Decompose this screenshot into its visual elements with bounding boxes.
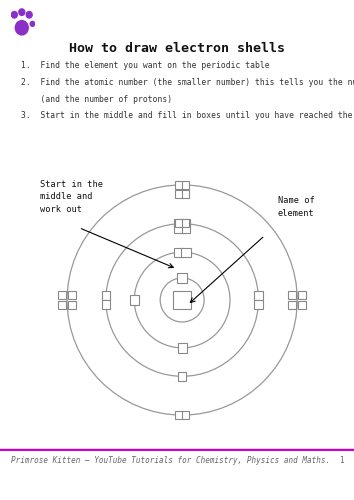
FancyBboxPatch shape	[182, 411, 189, 419]
FancyBboxPatch shape	[174, 224, 183, 232]
FancyBboxPatch shape	[182, 219, 189, 227]
FancyBboxPatch shape	[298, 292, 306, 299]
FancyBboxPatch shape	[58, 301, 66, 308]
FancyBboxPatch shape	[182, 220, 190, 228]
FancyBboxPatch shape	[182, 190, 189, 198]
FancyBboxPatch shape	[175, 181, 183, 189]
Text: Primrose Kitten – YouTube Tutorials for Chemistry, Physics and Maths.: Primrose Kitten – YouTube Tutorials for …	[11, 456, 330, 465]
FancyBboxPatch shape	[289, 301, 296, 308]
FancyBboxPatch shape	[173, 248, 183, 257]
Text: Start in the
middle and
work out: Start in the middle and work out	[40, 180, 103, 214]
FancyBboxPatch shape	[298, 301, 306, 308]
FancyBboxPatch shape	[175, 219, 183, 227]
FancyBboxPatch shape	[182, 248, 191, 257]
FancyBboxPatch shape	[182, 181, 189, 189]
Text: 2.  Find the atomic number (the smaller number) this tells you the number of ele: 2. Find the atomic number (the smaller n…	[21, 78, 354, 87]
FancyBboxPatch shape	[182, 224, 190, 232]
FancyBboxPatch shape	[289, 292, 296, 299]
Ellipse shape	[30, 22, 35, 26]
FancyBboxPatch shape	[102, 291, 110, 300]
FancyBboxPatch shape	[68, 301, 76, 308]
Text: 1.  Find the element you want on the periodic table: 1. Find the element you want on the peri…	[21, 62, 270, 70]
FancyBboxPatch shape	[254, 300, 263, 309]
Ellipse shape	[19, 9, 25, 16]
Text: 1: 1	[339, 456, 343, 465]
FancyBboxPatch shape	[174, 220, 183, 228]
FancyBboxPatch shape	[175, 190, 183, 198]
FancyBboxPatch shape	[130, 296, 139, 304]
FancyBboxPatch shape	[254, 291, 263, 300]
Ellipse shape	[26, 12, 32, 18]
FancyBboxPatch shape	[68, 292, 76, 299]
Text: (and the number of protons): (and the number of protons)	[21, 94, 172, 104]
FancyBboxPatch shape	[102, 300, 110, 309]
FancyBboxPatch shape	[177, 343, 187, 352]
FancyBboxPatch shape	[177, 273, 187, 283]
FancyBboxPatch shape	[58, 292, 66, 299]
FancyBboxPatch shape	[173, 290, 192, 310]
FancyBboxPatch shape	[178, 372, 187, 380]
Ellipse shape	[15, 20, 28, 35]
Text: 3.  Start in the middle and fill in boxes until you have reached the total: 3. Start in the middle and fill in boxes…	[21, 111, 354, 120]
Text: How to draw electron shells: How to draw electron shells	[69, 42, 285, 56]
Text: Name of
element: Name of element	[278, 196, 315, 218]
FancyBboxPatch shape	[175, 411, 183, 419]
Ellipse shape	[11, 12, 17, 18]
